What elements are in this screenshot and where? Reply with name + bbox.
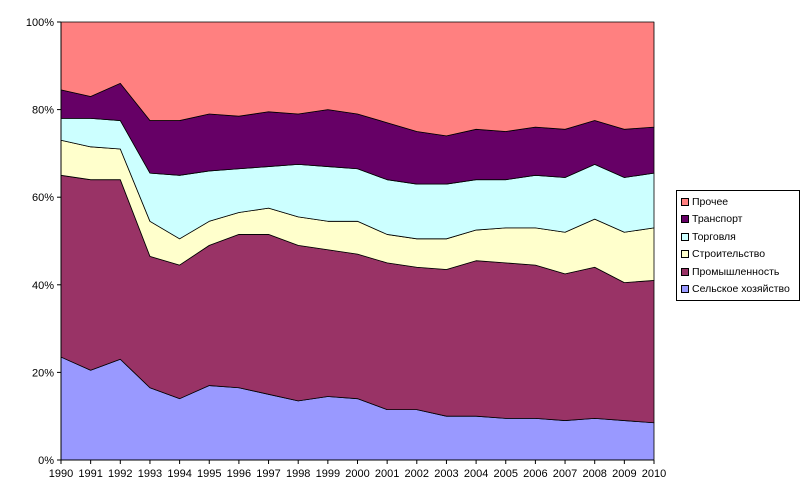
x-tick-label: 2010 — [642, 468, 666, 480]
x-axis-ticks: 1990 1991 1992 1993 1994 1995 1996 1997 1998 1999… — [49, 460, 666, 480]
x-tick-label: 1997 — [256, 468, 280, 480]
x-tick-label: 2000 — [345, 468, 369, 480]
legend: Прочее Транспорт Торговля Строительство Пром… — [676, 190, 800, 301]
legend-swatch — [681, 250, 689, 259]
y-tick-label: 80% — [32, 105, 54, 117]
legend-item: Торговля — [677, 228, 799, 246]
x-tick-label: 1990 — [49, 468, 73, 480]
x-tick-label: 1992 — [108, 468, 132, 480]
y-tick-label: 0% — [38, 455, 54, 467]
legend-swatch — [681, 232, 689, 241]
x-tick-label: 2009 — [612, 468, 636, 480]
y-tick-label: 40% — [32, 280, 54, 292]
legend-swatch — [681, 215, 689, 224]
x-tick-label: 1998 — [286, 468, 310, 480]
y-axis-ticks: 0% 20% 40% 60% 80% 100% — [26, 17, 61, 467]
y-tick-label: 100% — [26, 17, 54, 29]
x-tick-label: 2005 — [494, 468, 518, 480]
legend-swatch — [681, 197, 689, 206]
x-tick-label: 1993 — [138, 468, 162, 480]
x-tick-label: 2002 — [405, 468, 429, 480]
x-tick-label: 2001 — [375, 468, 399, 480]
legend-item: Сельское хозяйство — [677, 281, 799, 299]
legend-item: Транспорт — [677, 211, 799, 229]
legend-swatch — [681, 285, 689, 294]
series-area-5 — [60, 21, 655, 137]
x-tick-label: 2007 — [553, 468, 577, 480]
legend-label: Строительство — [692, 248, 766, 261]
series-areas — [60, 21, 655, 461]
legend-label: Торговля — [692, 230, 736, 243]
x-tick-label: 1994 — [167, 468, 191, 480]
x-tick-label: 2006 — [523, 468, 547, 480]
y-tick-label: 20% — [32, 367, 54, 379]
y-tick-label: 60% — [32, 192, 54, 204]
x-tick-label: 1996 — [227, 468, 251, 480]
legend-label: Промышленность — [692, 265, 780, 278]
x-tick-label: 1999 — [316, 468, 340, 480]
legend-label: Транспорт — [692, 213, 743, 226]
x-tick-label: 2004 — [464, 468, 488, 480]
x-tick-label: 1995 — [197, 468, 221, 480]
legend-item: Прочее — [677, 193, 799, 211]
x-tick-label: 2003 — [434, 468, 458, 480]
legend-label: Прочее — [692, 195, 729, 208]
x-tick-label: 1991 — [78, 468, 102, 480]
legend-label: Сельское хозяйство — [692, 283, 790, 296]
legend-swatch — [681, 267, 689, 276]
legend-item: Промышленность — [677, 263, 799, 281]
legend-item: Строительство — [677, 246, 799, 264]
x-tick-label: 2008 — [582, 468, 606, 480]
